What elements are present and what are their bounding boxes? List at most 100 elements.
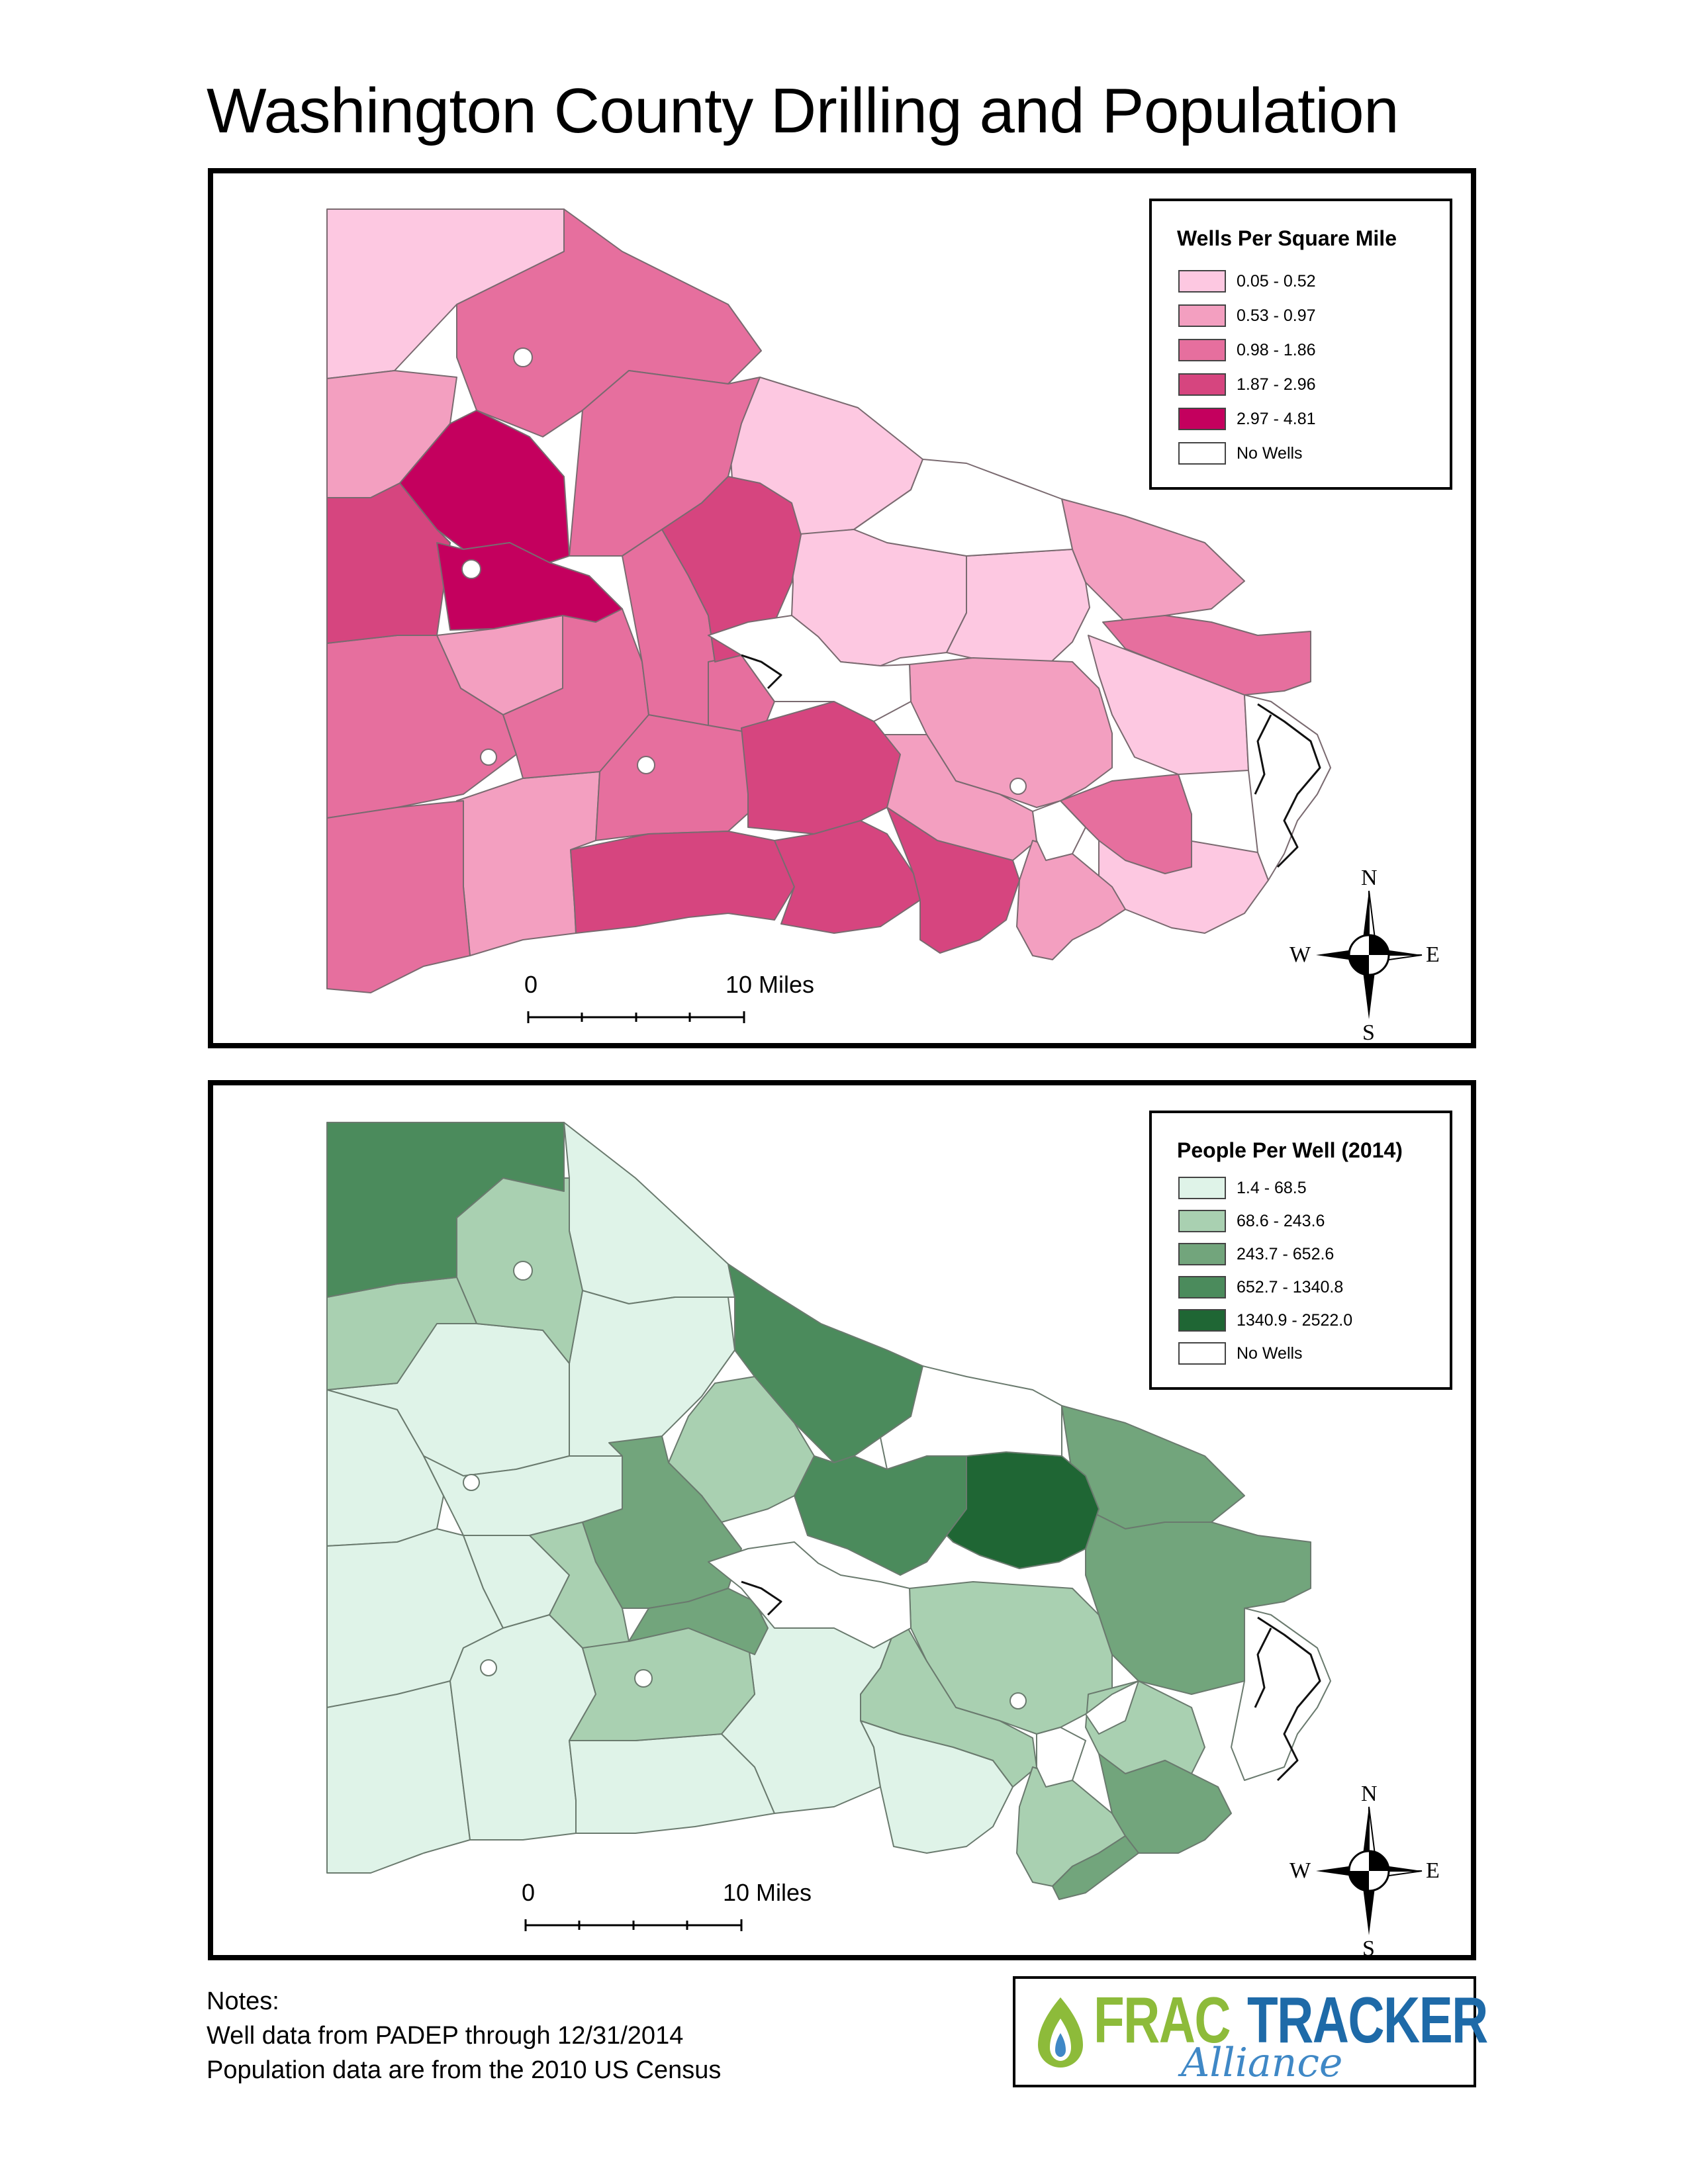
wells-river-line-b [1254, 714, 1272, 795]
population-scale-bar: 0 10 Miles [522, 1879, 812, 1939]
flame-drop-icon [1038, 1997, 1083, 2068]
wells-region-hole-4 [480, 749, 497, 766]
wells-legend: Wells Per Square Mile 0.05 - 0.52 0.53 -… [1149, 199, 1452, 490]
wells-scale-zero-label: 0 [524, 971, 538, 998]
pop-region-southeast-b [1098, 1753, 1232, 1854]
wells-region-no-wells-c [1032, 800, 1086, 861]
compass-north-label: N [1361, 866, 1378, 890]
wells-river-line [1257, 703, 1321, 868]
pop-region-southeast-c [1052, 1835, 1139, 1900]
wells-region-southeast-a [1060, 774, 1192, 874]
pop-region-hole-2 [463, 1474, 480, 1491]
notes-line: Well data from PADEP through 12/31/2014 [207, 2022, 684, 2050]
wells-legend-swatch [1178, 270, 1226, 293]
pop-river-line-c [741, 1580, 782, 1616]
pop-region-hole-3 [634, 1669, 653, 1688]
wells-region-north-c [661, 476, 802, 662]
population-compass-rose: N S W E [1289, 1783, 1442, 1960]
population-legend-title: People Per Well (2014) [1177, 1138, 1403, 1162]
compass-east-label: E [1426, 1858, 1440, 1883]
wells-choropleth-map [326, 208, 1331, 993]
wells-legend-label: 0.98 - 1.86 [1237, 341, 1316, 359]
notes-heading: Notes: [207, 1987, 279, 2015]
population-scale-bar-graphic [524, 1919, 743, 1931]
logo-word-frac: FRAC [1094, 1983, 1231, 2056]
wells-legend-label: No Wells [1237, 444, 1303, 463]
population-legend-label: No Wells [1237, 1344, 1303, 1363]
pop-river-line [1257, 1616, 1321, 1782]
population-map-panel: People Per Well (2014) 1.4 - 68.5 68.6 -… [208, 1080, 1476, 1960]
page-title: Washington County Drilling and Populatio… [207, 75, 1399, 146]
wells-legend-swatch [1178, 304, 1226, 327]
wells-region-south-east-b [1016, 840, 1126, 960]
population-legend-label: 652.7 - 1340.8 [1237, 1278, 1344, 1297]
population-legend-label: 68.6 - 243.6 [1237, 1212, 1325, 1230]
wells-region-east-upper [1061, 498, 1245, 623]
wells-region-south-center-c [774, 820, 921, 934]
wells-region-southwest [326, 800, 471, 993]
population-legend-swatch [1178, 1276, 1226, 1298]
wells-region-west-edge [326, 482, 451, 644]
compass-rose-icon [1316, 890, 1423, 1019]
pop-region-east-band [1085, 1508, 1311, 1695]
wells-region-south-center-a [741, 701, 901, 835]
pop-region-no-wells-river [1231, 1608, 1331, 1781]
wells-region-top-class-b [436, 542, 623, 631]
population-scale-zero-label: 0 [522, 1879, 536, 1906]
population-legend-label: 1340.9 - 2522.0 [1237, 1311, 1353, 1330]
compass-south-label: S [1362, 1021, 1375, 1045]
notes-line: Population data are from the 2010 US Cen… [207, 2056, 722, 2084]
wells-region-no-wells-river [1244, 694, 1331, 881]
pop-region-no-wells-b [880, 1365, 1062, 1470]
pop-region-north-strip [563, 1122, 735, 1304]
compass-north-label: N [1361, 1782, 1378, 1806]
compass-west-label: W [1289, 942, 1311, 967]
pop-region-southwest [326, 1680, 471, 1874]
wells-region-south-center-b [570, 831, 795, 934]
pop-region-hole-4 [480, 1659, 497, 1676]
pop-region-center-f [628, 1588, 769, 1655]
wells-legend-title: Wells Per Square Mile [1177, 226, 1397, 250]
population-legend-swatch [1178, 1309, 1226, 1332]
wells-river-line-c [741, 654, 782, 690]
compass-west-label: W [1289, 1858, 1311, 1883]
pop-region-no-wells-a [708, 1541, 912, 1649]
wells-scale-bar-graphic [527, 1011, 745, 1023]
wells-region-no-wells-b [853, 459, 1073, 557]
pop-region-north-east-c [794, 1455, 967, 1576]
wells-region-hole-3 [637, 756, 655, 774]
wells-region-hole-2 [461, 559, 481, 579]
wells-legend-label: 0.05 - 0.52 [1237, 272, 1316, 291]
pop-region-no-wells-d [1085, 1680, 1139, 1735]
compass-east-label: E [1426, 942, 1440, 967]
population-legend-swatch [1178, 1342, 1226, 1365]
population-legend-swatch [1178, 1243, 1226, 1265]
notes-block: Notes: Well data from PADEP through 12/3… [207, 1984, 721, 2087]
pop-region-top-class [946, 1451, 1100, 1569]
population-legend: People Per Well (2014) 1.4 - 68.5 68.6 -… [1149, 1111, 1452, 1390]
wells-legend-swatch [1178, 339, 1226, 361]
wells-region-no-wells-a [708, 615, 912, 722]
population-legend-label: 1.4 - 68.5 [1237, 1179, 1307, 1197]
pop-region-east-lower [860, 1614, 1037, 1788]
logo-word-tracker: TRACKER [1247, 1983, 1488, 2056]
wells-legend-swatch [1178, 373, 1226, 396]
wells-region-east-band [1102, 615, 1311, 696]
pop-region-no-wells-c [1036, 1727, 1086, 1788]
wells-scale-bar: 0 10 Miles [524, 971, 814, 1031]
population-legend-swatch [1178, 1210, 1226, 1232]
pop-region-hole-5 [1009, 1692, 1027, 1709]
compass-south-label: S [1362, 1936, 1375, 1961]
wells-scale-distance-label: 10 Miles [726, 971, 815, 998]
population-legend-swatch [1178, 1177, 1226, 1199]
compass-rose-icon [1316, 1806, 1423, 1935]
pop-region-south-a [449, 1614, 596, 1841]
population-legend-label: 243.7 - 652.6 [1237, 1245, 1335, 1263]
fractracker-logo: FRAC TRACKER Alliance [1013, 1976, 1488, 2087]
wells-region-east-mid [946, 549, 1090, 662]
wells-compass-rose: N S W E [1289, 867, 1442, 1044]
pop-region-northwest [326, 1122, 565, 1298]
wells-region-hole-5 [1009, 778, 1027, 795]
wells-legend-swatch [1178, 442, 1226, 465]
wells-legend-swatch [1178, 408, 1226, 430]
